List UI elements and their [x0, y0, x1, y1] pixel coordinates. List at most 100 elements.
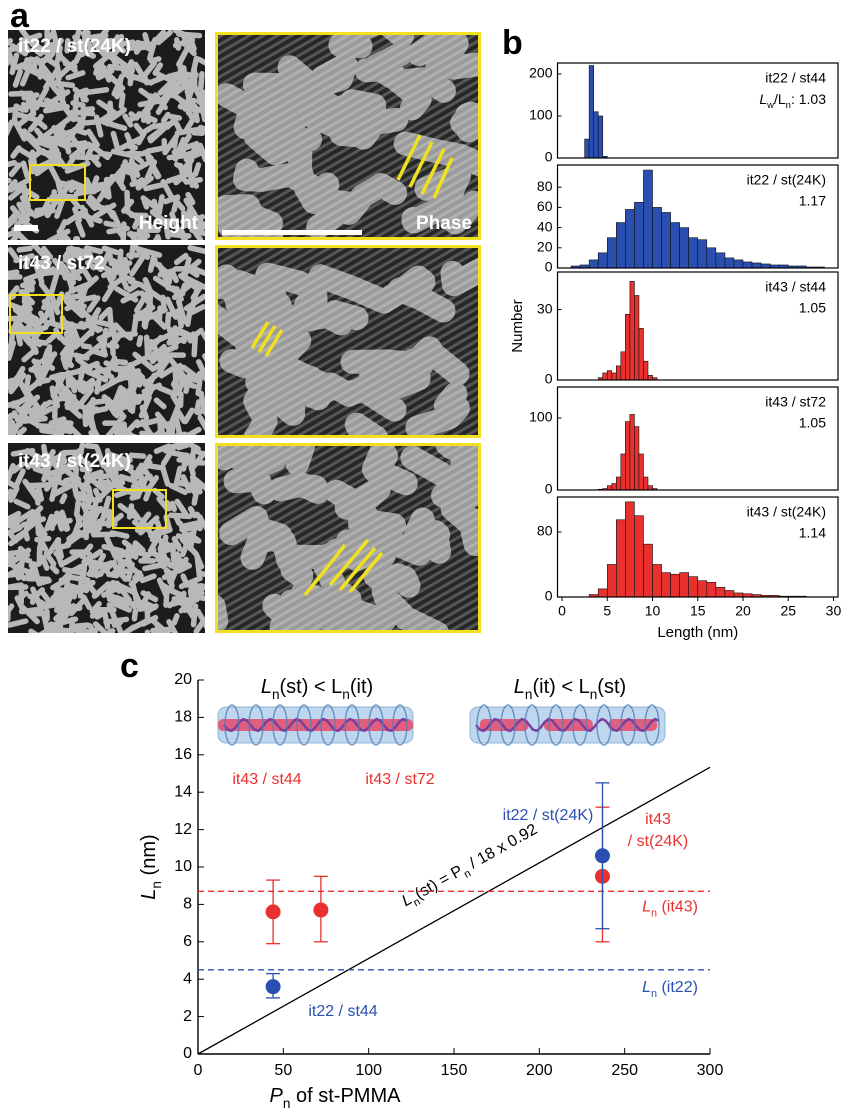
bar [697, 239, 708, 269]
worm [80, 265, 94, 284]
bar [733, 592, 744, 598]
bar [625, 313, 631, 381]
coil [572, 704, 588, 746]
worm [43, 304, 53, 319]
worm [195, 98, 205, 109]
worm [58, 577, 71, 586]
frame [215, 443, 481, 633]
worm [14, 595, 26, 612]
worm [50, 595, 67, 610]
inner-helix [223, 717, 408, 733]
worm [63, 298, 85, 319]
text-part: n [272, 687, 280, 702]
y-tick-label: 80 [537, 523, 553, 539]
worm [10, 145, 22, 159]
worm [72, 352, 90, 361]
worm [41, 443, 49, 460]
lamella-marker [348, 551, 384, 594]
worm [147, 255, 157, 273]
worm [133, 122, 145, 136]
sample-label: it43 / st72 [18, 253, 105, 274]
worm [35, 359, 43, 387]
x-tick-label: 100 [355, 1062, 382, 1079]
micrograph [215, 32, 481, 240]
image-label: Height [139, 213, 199, 234]
coil [644, 704, 660, 746]
worm [134, 370, 146, 381]
scale-bar [14, 225, 38, 231]
worm [185, 191, 196, 206]
worm [173, 252, 189, 266]
worm [187, 505, 198, 519]
worm [110, 358, 129, 366]
point-label: it43 / st44 [232, 771, 301, 788]
worm [79, 543, 94, 560]
worm [186, 207, 196, 225]
bar [679, 227, 690, 269]
text-part: /L [774, 91, 786, 107]
y-tick-label: 10 [174, 858, 192, 875]
worm [22, 529, 30, 542]
worm [28, 324, 49, 335]
worm [142, 304, 152, 330]
worm [172, 325, 179, 350]
worm [191, 332, 199, 358]
worm [8, 428, 12, 435]
bar [751, 262, 762, 269]
worm [13, 468, 26, 488]
worm [192, 213, 205, 229]
worm [162, 133, 180, 156]
worm [140, 283, 165, 302]
worm [31, 245, 49, 261]
worm [37, 310, 50, 328]
bar [733, 259, 744, 269]
worm [81, 473, 98, 489]
text-part: L [642, 899, 651, 916]
worm [92, 621, 110, 633]
bar [706, 582, 717, 598]
worm [65, 70, 86, 81]
y-tick-label: 0 [545, 481, 553, 497]
worm [101, 394, 120, 410]
worm [95, 60, 105, 79]
worm [34, 206, 50, 214]
worm [69, 141, 92, 160]
worm [16, 426, 27, 435]
text-part: L [261, 676, 272, 698]
worm [83, 368, 109, 383]
worm [197, 142, 205, 163]
worm [11, 410, 21, 423]
worm [28, 275, 35, 293]
text-part: (st) = P [412, 863, 466, 903]
worm [68, 182, 78, 193]
worm [110, 579, 136, 595]
bar [638, 453, 644, 491]
worm [18, 37, 31, 54]
worm [152, 487, 165, 500]
point-label: it22 / st(24K) [503, 807, 594, 824]
worm [47, 536, 62, 555]
scale-bar [222, 230, 362, 235]
worm [161, 552, 170, 565]
worm [12, 306, 35, 327]
x-tick-label: 50 [274, 1062, 292, 1079]
worm [44, 32, 55, 43]
text-part: L [138, 889, 160, 900]
worm [41, 347, 51, 365]
worm [34, 158, 57, 177]
micrograph [215, 245, 481, 438]
worm [179, 148, 190, 160]
y-tick-label: 0 [545, 371, 553, 387]
bar [647, 375, 653, 381]
worm [179, 520, 201, 530]
worm [64, 298, 85, 312]
stripes [215, 245, 481, 438]
worm [54, 510, 65, 532]
worm [49, 564, 60, 575]
worm [191, 130, 205, 137]
x-tick-label: 25 [780, 603, 796, 619]
worm [52, 616, 79, 628]
worm [160, 445, 176, 467]
bar [634, 515, 644, 598]
coil [476, 704, 492, 746]
